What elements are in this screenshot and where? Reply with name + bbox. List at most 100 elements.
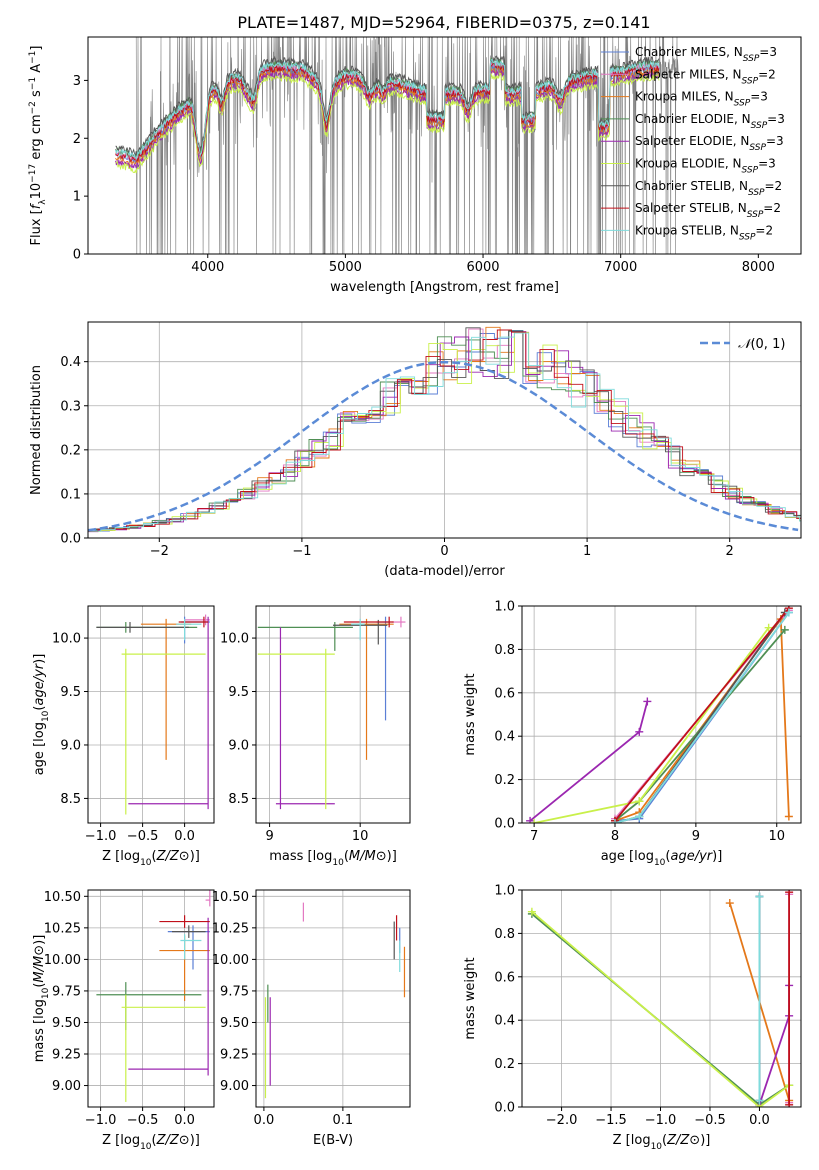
y-tick-label: 1.0 bbox=[494, 600, 515, 615]
x-tick-label: 7000 bbox=[604, 260, 637, 275]
y-tick-label: 9.25 bbox=[220, 1048, 249, 1063]
x-tick-label: 6000 bbox=[466, 260, 499, 275]
plot-area bbox=[527, 890, 794, 1107]
x-tick-label: 0.1 bbox=[333, 1113, 354, 1128]
x-axis-label: (data-model)/error bbox=[384, 564, 505, 579]
axes-frame bbox=[87, 36, 802, 255]
y-axis-label: age [log10(age/yr)] bbox=[32, 654, 51, 776]
x-tick-label: −1.0 bbox=[85, 829, 117, 844]
y-tick-label: 0.4 bbox=[494, 1014, 515, 1029]
weight-line bbox=[614, 607, 790, 822]
y-tick-label: 0.8 bbox=[494, 643, 515, 658]
y-tick-label: 9.00 bbox=[52, 1079, 81, 1094]
x-tick-label: 0.0 bbox=[174, 1113, 195, 1128]
x-tick-label: 10 bbox=[768, 829, 785, 844]
residuals-legend: 𝒩(0, 1) bbox=[700, 337, 785, 352]
y-tick-label: 8.5 bbox=[60, 792, 81, 807]
x-tick-label: −1.5 bbox=[595, 1113, 627, 1128]
x-tick-label: 9 bbox=[265, 829, 273, 844]
weight-marker bbox=[635, 727, 644, 736]
axes-frame bbox=[87, 605, 215, 824]
weight-marker bbox=[784, 812, 793, 821]
y-tick-label: 10.00 bbox=[212, 953, 249, 968]
y-tick-label: 3 bbox=[73, 74, 81, 89]
residual-histogram bbox=[88, 329, 801, 532]
x-axis-label: Z [log10(Z/Z⊙)] bbox=[613, 1133, 711, 1152]
y-tick-label: 8.5 bbox=[228, 792, 249, 807]
x-tick-label: 0 bbox=[440, 544, 448, 559]
y-tick-label: 0.2 bbox=[494, 1057, 515, 1072]
y-tick-label: 0.3 bbox=[60, 399, 81, 414]
x-tick-label: −0.5 bbox=[694, 1113, 726, 1128]
plot-area bbox=[257, 616, 406, 810]
x-tick-label: 4000 bbox=[191, 260, 224, 275]
y-tick-label: 0.6 bbox=[494, 970, 515, 985]
x-tick-label: −1.0 bbox=[645, 1113, 677, 1128]
y-tick-label: 0.0 bbox=[494, 817, 515, 832]
model-spectrum-kroupa-stelib bbox=[115, 58, 660, 161]
y-axis-label: mass weight bbox=[463, 673, 478, 755]
weight-marker bbox=[635, 797, 644, 806]
x-tick-label: 8000 bbox=[742, 260, 775, 275]
x-tick-label: −1 bbox=[292, 544, 311, 559]
weight-marker bbox=[527, 907, 536, 916]
x-tick-label: 1 bbox=[583, 544, 591, 559]
y-tick-label: 1 bbox=[73, 190, 81, 205]
weight-marker bbox=[785, 890, 794, 897]
y-axis-label: Flux [fλ10−17 erg cm−2 s−1 A−1] bbox=[28, 46, 48, 246]
x-tick-label: 0.0 bbox=[749, 1113, 770, 1128]
x-tick-label: 5000 bbox=[329, 260, 362, 275]
x-axis-label: E(B-V) bbox=[313, 1133, 353, 1148]
x-tick-label: 10 bbox=[352, 829, 369, 844]
y-tick-label: 2 bbox=[73, 132, 81, 147]
y-axis-label: mass weight bbox=[463, 957, 478, 1039]
y-tick-label: 9.75 bbox=[220, 984, 249, 999]
x-tick-label: −2.0 bbox=[546, 1113, 578, 1128]
model-spectrum-salpeter-stelib bbox=[115, 61, 660, 163]
x-tick-label: −0.5 bbox=[127, 1113, 159, 1128]
weight-marker bbox=[643, 697, 652, 706]
x-axis-label: age [log10(age/yr)] bbox=[601, 849, 723, 868]
x-tick-label: 0.0 bbox=[254, 1113, 275, 1128]
y-tick-label: 10.25 bbox=[212, 921, 249, 936]
figure-title: PLATE=1487, MJD=52964, FIBERID=0375, z=0… bbox=[237, 13, 650, 32]
massweight-vs-age-panel: 7 8 9 10 0.0 0.2 0.4 0.6 0.8 1.0 age [log10(age/yr… bbox=[463, 600, 802, 868]
weight-marker bbox=[785, 1100, 794, 1107]
x-axis-label: mass [log10(M/M⊙)] bbox=[269, 849, 397, 868]
weight-marker bbox=[725, 899, 734, 908]
y-tick-label: 10.00 bbox=[44, 953, 81, 968]
model-spectrum-kroupa-elodie bbox=[115, 70, 660, 174]
plot-area bbox=[96, 614, 210, 815]
y-tick-label: 9.75 bbox=[52, 984, 81, 999]
x-tick-label: −2 bbox=[150, 544, 169, 559]
y-tick-label: 9.50 bbox=[220, 1016, 249, 1031]
y-tick-label: 0.2 bbox=[494, 773, 515, 788]
y-tick-label: 0.6 bbox=[494, 686, 515, 701]
plot-area bbox=[115, 37, 679, 254]
y-tick-label: 9.5 bbox=[60, 685, 81, 700]
mass-vs-extinction-panel: 0.0 0.1 9.00 9.25 9.50 9.75 10.00 10.25 10.50 E(B… bbox=[212, 889, 411, 1148]
weight-marker bbox=[780, 625, 789, 634]
x-axis-label: Z [log10(Z/Z⊙)] bbox=[102, 849, 200, 868]
y-tick-label: 0.2 bbox=[60, 443, 81, 458]
y-tick-label: 0.4 bbox=[60, 355, 81, 370]
y-tick-label: 9.25 bbox=[52, 1048, 81, 1063]
y-tick-label: 0.8 bbox=[494, 927, 515, 942]
weight-line bbox=[531, 911, 790, 1107]
age-vs-metallicity-panel: −1.0 −0.5 0.0 8.5 9.0 9.5 10.0 Z [log10(Z/Z⊙)] a… bbox=[32, 605, 215, 868]
weight-marker bbox=[530, 819, 539, 823]
mass-vs-metallicity-panel: −1.0 −0.5 0.0 9.00 9.25 9.50 9.75 10.00 10.25 10.… bbox=[32, 889, 215, 1152]
y-tick-label: 9.5 bbox=[228, 685, 249, 700]
y-axis-label: mass [log10(M/M⊙)] bbox=[32, 935, 51, 1063]
y-tick-label: 0 bbox=[73, 248, 81, 263]
x-tick-label: −0.5 bbox=[127, 829, 159, 844]
weight-marker bbox=[526, 816, 535, 823]
axes-frame bbox=[87, 889, 215, 1108]
age-vs-mass-panel: 9 10 8.5 9.0 9.5 10.0 mass [log10(M/M⊙)] bbox=[220, 605, 411, 868]
plot-area bbox=[88, 326, 801, 533]
weight-marker bbox=[764, 623, 773, 632]
x-tick-label: 9 bbox=[692, 829, 700, 844]
axes-frame bbox=[521, 605, 802, 824]
weight-marker bbox=[635, 812, 644, 821]
